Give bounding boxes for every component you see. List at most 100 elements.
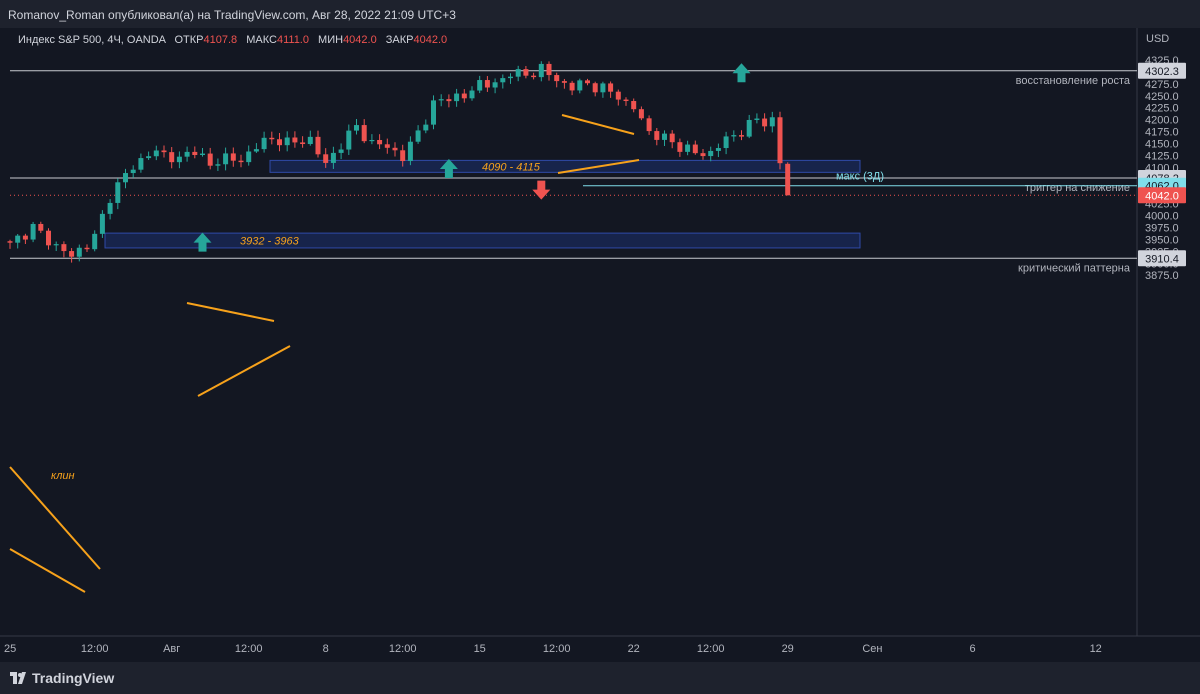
candle-body[interactable] [99, 213, 105, 234]
candle-body[interactable] [338, 149, 344, 153]
candle-body[interactable] [369, 139, 375, 142]
candle-body[interactable] [508, 76, 513, 79]
candle-body[interactable] [592, 83, 598, 93]
candle-body[interactable] [638, 109, 644, 119]
candle-body[interactable] [769, 117, 775, 127]
candle-body[interactable] [115, 182, 121, 203]
candle-body[interactable] [423, 124, 429, 131]
candle-body[interactable] [685, 144, 691, 152]
candle-body[interactable] [600, 83, 606, 93]
candle-body[interactable] [608, 83, 614, 92]
candle-body[interactable] [15, 235, 21, 243]
candle-body[interactable] [146, 156, 152, 159]
candle-body[interactable] [107, 202, 113, 214]
candle-body[interactable] [407, 141, 413, 162]
candle-body[interactable] [746, 119, 752, 137]
candle-body[interactable] [515, 69, 521, 77]
candle-body[interactable] [61, 244, 67, 252]
candle-body[interactable] [646, 118, 652, 132]
candle-body[interactable] [92, 233, 98, 250]
candle-body[interactable] [184, 151, 190, 157]
candle-body[interactable] [176, 156, 182, 163]
pennant-2-lower-line[interactable] [557, 159, 640, 174]
candle-body[interactable] [246, 151, 252, 163]
pennant-1-upper-line[interactable] [186, 302, 275, 322]
candle-body[interactable] [215, 164, 221, 166]
candle-body[interactable] [700, 153, 706, 157]
candle-body[interactable] [323, 154, 329, 163]
candle-body[interactable] [269, 137, 275, 140]
candle-body[interactable] [569, 82, 575, 91]
candle-body[interactable] [754, 118, 760, 120]
candle-body[interactable] [300, 142, 306, 145]
arrow-up-icon[interactable] [439, 158, 458, 178]
candle-body[interactable] [484, 80, 490, 88]
candle-body[interactable] [123, 173, 128, 183]
candle-body[interactable] [192, 151, 198, 156]
candle-body[interactable] [223, 153, 229, 165]
candle-body[interactable] [654, 131, 660, 140]
candle-body[interactable] [76, 247, 82, 257]
candle-body[interactable] [669, 133, 675, 143]
pennant-2-upper-line[interactable] [561, 114, 635, 135]
candle-body[interactable] [284, 137, 290, 146]
candle-body[interactable] [161, 150, 167, 153]
candle-body[interactable] [153, 150, 159, 157]
candle-body[interactable] [461, 93, 467, 99]
candle-body[interactable] [30, 223, 36, 240]
candle-body[interactable] [477, 80, 483, 91]
candle-body[interactable] [307, 136, 313, 145]
candle-body[interactable] [454, 93, 460, 102]
candle-body[interactable] [538, 63, 544, 78]
candle-body[interactable] [330, 152, 336, 163]
candle-body[interactable] [446, 99, 452, 102]
support-zone[interactable] [104, 232, 861, 249]
arrow-down-icon[interactable] [532, 180, 551, 200]
candle-body[interactable] [531, 75, 537, 78]
arrow-up-icon[interactable] [732, 63, 751, 83]
candle-body[interactable] [708, 150, 714, 157]
candle-body[interactable] [762, 118, 768, 127]
candle-body[interactable] [261, 137, 267, 150]
candle-body[interactable] [492, 82, 498, 88]
candle-body[interactable] [346, 130, 352, 150]
candle-body[interactable] [523, 69, 529, 76]
candle-body[interactable] [384, 144, 390, 148]
candle-body[interactable] [431, 100, 436, 125]
candle-body[interactable] [292, 137, 298, 143]
candle-body[interactable] [207, 153, 213, 166]
candle-body[interactable] [69, 251, 75, 257]
candle-body[interactable] [731, 135, 737, 137]
candle-body[interactable] [200, 153, 205, 156]
candle-body[interactable] [785, 163, 791, 196]
candle-body[interactable] [277, 139, 282, 146]
wedge-lower-line[interactable] [9, 548, 86, 593]
tradingview-logo[interactable]: TradingView [10, 670, 114, 686]
candle-body[interactable] [623, 99, 629, 102]
candle-body[interactable] [692, 144, 698, 154]
price-chart[interactable]: 4090 - 4115 3932 - 3963 восстановление ро… [0, 28, 1200, 662]
candle-body[interactable] [169, 152, 175, 163]
candle-body[interactable] [500, 78, 506, 83]
candle-body[interactable] [230, 153, 236, 161]
candle-body[interactable] [7, 241, 13, 243]
candle-body[interactable] [53, 244, 59, 246]
candle-body[interactable] [723, 136, 729, 149]
candle-body[interactable] [392, 147, 398, 151]
candle-body[interactable] [84, 247, 90, 250]
candle-body[interactable] [631, 101, 637, 110]
support-zone[interactable] [269, 159, 861, 173]
candle-body[interactable] [377, 139, 383, 145]
candle-body[interactable] [677, 142, 683, 152]
candle-body[interactable] [577, 80, 583, 91]
candle-body[interactable] [130, 169, 136, 174]
candle-body[interactable] [438, 99, 444, 101]
candle-body[interactable] [715, 148, 721, 151]
candle-body[interactable] [354, 125, 359, 131]
candle-body[interactable] [739, 135, 744, 137]
candle-body[interactable] [38, 223, 44, 231]
candle-body[interactable] [400, 150, 406, 162]
candle-body[interactable] [777, 117, 783, 164]
pennant-1-lower-line[interactable] [197, 345, 291, 397]
candle-body[interactable] [662, 133, 667, 140]
